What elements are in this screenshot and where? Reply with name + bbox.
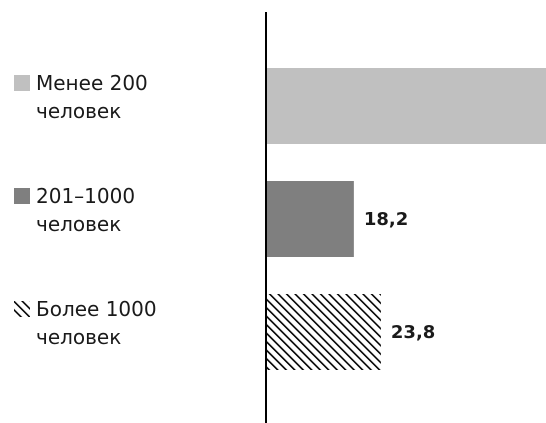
category-swatch-1 — [14, 188, 30, 204]
category-swatch-0 — [14, 75, 30, 91]
value-label-1: 18,2 — [364, 209, 408, 230]
bar-1 — [266, 181, 354, 257]
bars-layer — [266, 68, 546, 370]
category-label-0-line1: Менее 200 — [36, 71, 148, 95]
bar-2 — [266, 294, 381, 370]
value-label-2: 23,8 — [391, 322, 435, 343]
category-label-1-line1: 201–1000 — [36, 184, 135, 208]
category-label-2-line1: Более 1000 — [36, 297, 157, 321]
category-label-0-line2: человек — [36, 99, 121, 123]
category-label-2-line2: человек — [36, 325, 121, 349]
bar-0 — [266, 68, 546, 144]
category-swatch-2 — [14, 301, 30, 317]
labels-layer: Менее 200 человек 201–1000 человек 18,2 Более… — [14, 71, 435, 349]
category-label-1-line2: человек — [36, 212, 121, 236]
